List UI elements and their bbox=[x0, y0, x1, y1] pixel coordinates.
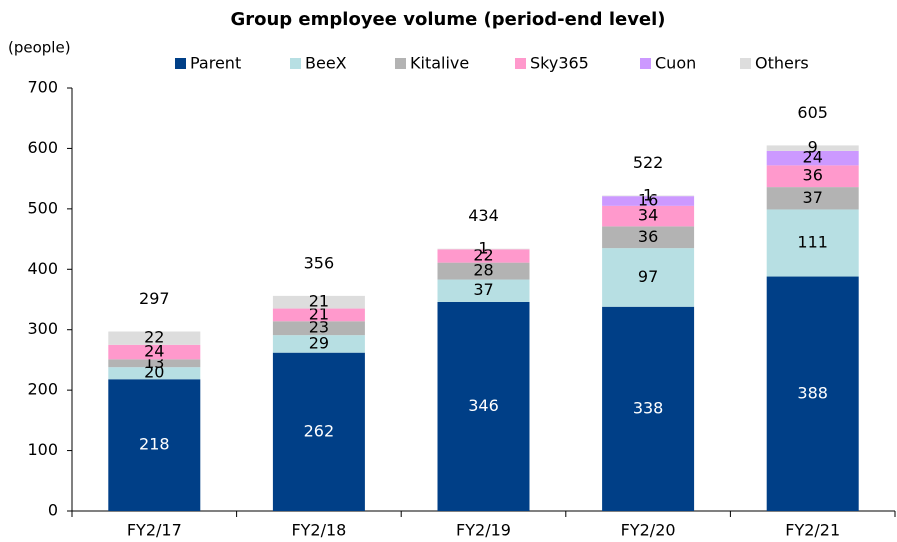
y-tick-label: 600 bbox=[27, 138, 58, 157]
y-tick-label: 700 bbox=[27, 78, 58, 97]
data-label: 24 bbox=[803, 148, 823, 167]
data-label: 346 bbox=[468, 396, 499, 415]
bar-segment bbox=[272, 321, 365, 336]
data-label: 36 bbox=[803, 166, 823, 185]
data-label: 262 bbox=[304, 421, 335, 440]
bar-segment bbox=[437, 248, 530, 250]
bar-segment bbox=[602, 196, 695, 206]
legend-swatch bbox=[740, 58, 751, 69]
legend-label: Sky365 bbox=[530, 54, 589, 73]
bar-segment bbox=[437, 301, 530, 511]
data-label: 37 bbox=[803, 188, 823, 207]
data-label: 1 bbox=[478, 239, 488, 258]
total-label: 297 bbox=[139, 289, 170, 308]
data-label: 20 bbox=[144, 363, 164, 382]
bar-segment bbox=[602, 306, 695, 511]
bar-segment bbox=[602, 195, 695, 197]
bar-segment bbox=[108, 359, 201, 368]
data-label: 21 bbox=[309, 304, 329, 323]
legend-swatch bbox=[290, 58, 301, 69]
bar-segment bbox=[272, 295, 365, 309]
bar-segment bbox=[108, 331, 201, 345]
data-label: 1 bbox=[643, 185, 653, 204]
legend-swatch bbox=[515, 58, 526, 69]
bar-segment bbox=[108, 379, 201, 511]
bar-segment bbox=[766, 165, 859, 188]
chart-title: Group employee volume (period-end level) bbox=[230, 9, 665, 30]
data-label: 36 bbox=[638, 227, 658, 246]
bar-segment bbox=[766, 150, 859, 166]
bar-segment bbox=[602, 205, 695, 227]
bar-segment bbox=[272, 352, 365, 511]
x-tick-label: FY2/17 bbox=[127, 521, 182, 540]
data-label: 218 bbox=[139, 435, 170, 454]
y-tick-label: 400 bbox=[27, 259, 58, 278]
y-tick-label: 200 bbox=[27, 380, 58, 399]
total-label: 434 bbox=[468, 206, 499, 225]
data-label: 37 bbox=[473, 280, 493, 299]
x-tick-label: FY2/18 bbox=[291, 521, 346, 540]
legend-label: Parent bbox=[190, 54, 241, 73]
data-label: 16 bbox=[638, 191, 658, 210]
data-label: 34 bbox=[638, 206, 658, 225]
bar-segment bbox=[602, 226, 695, 249]
bar-segment bbox=[437, 279, 530, 302]
data-label: 21 bbox=[309, 292, 329, 311]
total-label: 605 bbox=[797, 103, 828, 122]
bar-segment bbox=[108, 367, 201, 380]
data-label: 388 bbox=[797, 383, 828, 402]
data-label: 9 bbox=[808, 138, 818, 157]
legend-label: BeeX bbox=[305, 54, 347, 73]
legend-label: Kitalive bbox=[410, 54, 469, 73]
legend-label: Others bbox=[755, 54, 809, 73]
legend-swatch bbox=[395, 58, 406, 69]
data-label: 28 bbox=[473, 261, 493, 280]
bar-segment bbox=[766, 145, 859, 151]
data-label: 22 bbox=[473, 245, 493, 264]
data-label: 24 bbox=[144, 342, 164, 361]
bar-segment bbox=[437, 262, 530, 280]
data-label: 22 bbox=[144, 328, 164, 347]
data-label: 97 bbox=[638, 267, 658, 286]
x-tick-label: FY2/21 bbox=[785, 521, 840, 540]
legend-label: Cuon bbox=[655, 54, 696, 73]
data-label: 29 bbox=[309, 333, 329, 352]
y-axis-label: (people) bbox=[8, 39, 71, 57]
bar-segment bbox=[766, 209, 859, 277]
y-tick-label: 300 bbox=[27, 319, 58, 338]
y-tick-label: 500 bbox=[27, 198, 58, 217]
bar-segment bbox=[766, 276, 859, 511]
total-label: 356 bbox=[304, 253, 335, 272]
legend-swatch bbox=[640, 58, 651, 69]
legend-swatch bbox=[175, 58, 186, 69]
x-tick-label: FY2/19 bbox=[456, 521, 511, 540]
bar-segment bbox=[272, 308, 365, 322]
x-tick-label: FY2/20 bbox=[621, 521, 676, 540]
bar-segment bbox=[108, 344, 201, 360]
data-label: 23 bbox=[309, 318, 329, 337]
bar-segment bbox=[272, 335, 365, 353]
data-label: 338 bbox=[633, 398, 664, 417]
bar-segment bbox=[437, 249, 530, 263]
y-tick-label: 0 bbox=[48, 501, 58, 520]
total-label: 522 bbox=[633, 153, 664, 172]
bar-segment bbox=[766, 187, 859, 210]
data-label: 111 bbox=[797, 232, 828, 251]
bar-segment bbox=[602, 248, 695, 307]
y-tick-label: 100 bbox=[27, 440, 58, 459]
